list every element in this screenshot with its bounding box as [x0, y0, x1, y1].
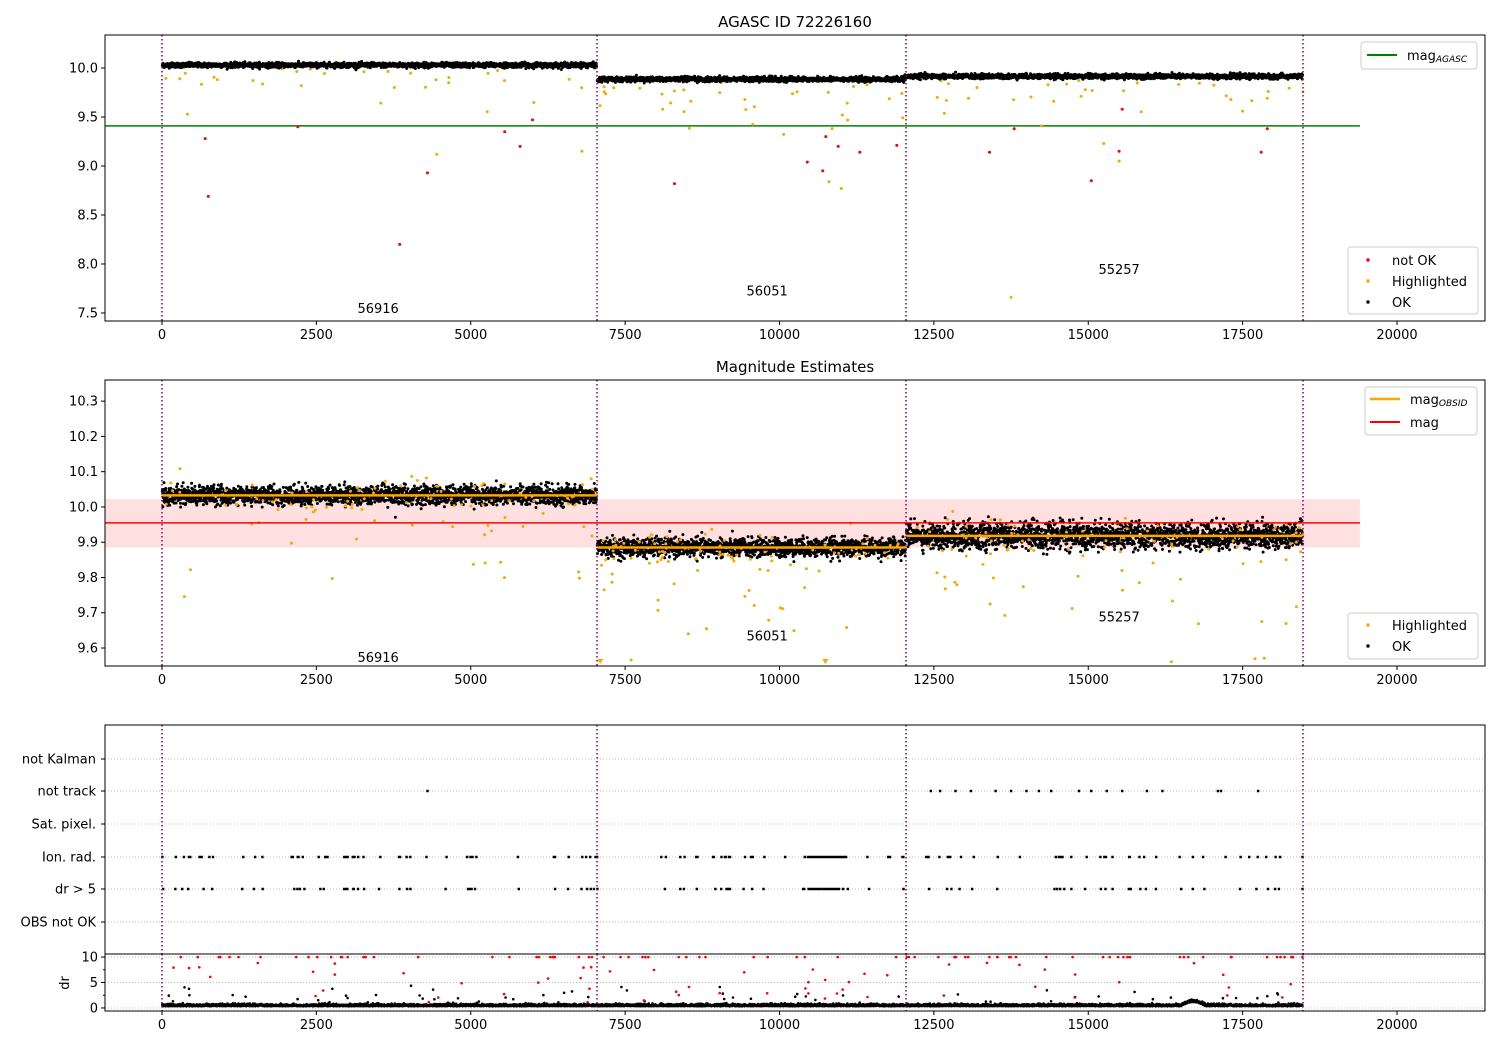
y-tick-label: 8.0 [77, 257, 98, 272]
panel-title-agasc: AGASC ID 72226160 [718, 13, 872, 31]
y-tick-label: 10.1 [69, 465, 98, 480]
y-tick-label: 8.5 [77, 208, 98, 223]
legend-marker [1366, 623, 1370, 627]
y-tick-label: 10.0 [69, 500, 98, 515]
legend-marker [1366, 300, 1370, 304]
not-ok-points [203, 107, 1269, 246]
x-tick-label: 12500 [913, 328, 954, 343]
x-tick-label: 7500 [609, 673, 642, 688]
legend-marker [1366, 279, 1370, 283]
panel-title-magnitude-estimates: Magnitude Estimates [716, 358, 874, 376]
axes-frame [104, 379, 1486, 667]
obsid-label: 56916 [357, 651, 398, 666]
x-tick-label: 15000 [1068, 328, 1109, 343]
obsid-label: 55257 [1098, 263, 1139, 278]
legend-label: OK [1392, 640, 1411, 655]
legend-box [1347, 612, 1479, 660]
category-label: Sat. pixel. [32, 818, 96, 833]
obsid-label: 55257 [1098, 610, 1139, 625]
x-tick-label: 7500 [609, 1018, 642, 1033]
dr-panel: dr 0 2500 5000 7500 10000 12500 15000 17500 2000… [58, 951, 1486, 1033]
category-label: not track [37, 785, 96, 800]
dr-axis-label: dr [58, 976, 73, 990]
legend-label: not OK [1392, 254, 1437, 269]
x-tick-label: 5000 [454, 328, 487, 343]
y-tick-label: 10.2 [69, 430, 98, 445]
x-tick-label: 0 [158, 1018, 166, 1033]
y-tick-label: 9.8 [77, 571, 98, 586]
axes-frame [104, 34, 1486, 322]
x-tick-label: 2500 [300, 673, 333, 688]
mag-legend-label: mag [1410, 416, 1439, 431]
legend-marker [1366, 644, 1370, 648]
x-tick-label: 7500 [609, 328, 642, 343]
legend-marker [1366, 258, 1370, 262]
x-tick-label: 10000 [759, 1018, 800, 1033]
x-tick-label: 12500 [913, 673, 954, 688]
legend-box [1360, 41, 1478, 70]
x-tick-label: 2500 [300, 1018, 333, 1033]
x-tick-label: 0 [158, 673, 166, 688]
obsid-label: 56051 [746, 630, 787, 645]
agasc-magnitude-panel: AGASC ID 72226160 56916 56051 55257 0 2500 50… [69, 13, 1486, 343]
x-tick-label: 20000 [1376, 1018, 1417, 1033]
ok-points [160, 479, 1305, 564]
y-tick-label: 9.6 [77, 642, 98, 657]
legend-label: Highlighted [1392, 275, 1467, 290]
y-tick-label: 9.5 [77, 111, 98, 126]
x-tick-label: 10000 [759, 673, 800, 688]
magnitude-estimates-panel: Magnitude Estimates 56916 56051 55257 0 2500… [69, 358, 1486, 688]
y-tick-label: 5 [90, 976, 98, 991]
y-tick-label: 10.3 [69, 395, 98, 410]
category-label: Ion. rad. [42, 851, 96, 866]
obsid-label: 56916 [357, 302, 398, 317]
x-tick-label: 20000 [1376, 328, 1417, 343]
legend-lines: magAGASC [1360, 41, 1478, 70]
legend-label: OK [1392, 296, 1411, 311]
x-tick-label: 5000 [454, 673, 487, 688]
legend-label: Highlighted [1392, 619, 1467, 634]
x-tick-label: 0 [158, 328, 166, 343]
y-tick-label: 10 [81, 951, 98, 966]
x-tick-label: 15000 [1068, 1018, 1109, 1033]
ok-points [160, 59, 1305, 85]
x-tick-label: 17500 [1222, 328, 1263, 343]
legend-points: not OK Highlighted OK [1347, 246, 1479, 315]
y-tick-label: 9.0 [77, 159, 98, 174]
legend-points: Highlighted OK [1347, 612, 1479, 660]
y-tick-label: 9.7 [77, 606, 98, 621]
dr-high-points [172, 955, 1304, 1004]
y-tick-label: 10.0 [69, 62, 98, 77]
dr-ok-points [161, 984, 1304, 1008]
category-label: not Kalman [22, 753, 96, 768]
obsid-label: 56051 [746, 284, 787, 299]
y-tick-label: 0 [90, 1001, 98, 1016]
x-tick-label: 10000 [759, 328, 800, 343]
not-track-markers [426, 789, 1260, 793]
category-label: dr > 5 [55, 883, 96, 898]
flags-panel: not Kalman not track Sat. pixel. Ion. rad. d… [21, 724, 1486, 955]
x-tick-label: 17500 [1222, 673, 1263, 688]
y-tick-label: 9.9 [77, 536, 98, 551]
legend-box [1347, 246, 1479, 315]
x-tick-label: 2500 [300, 328, 333, 343]
x-tick-label: 5000 [454, 1018, 487, 1033]
y-tick-label: 7.5 [77, 306, 98, 321]
x-tick-label: 12500 [913, 1018, 954, 1033]
ion-rad-markers [161, 855, 1304, 859]
x-tick-label: 17500 [1222, 1018, 1263, 1033]
x-tick-label: 20000 [1376, 673, 1417, 688]
category-label: OBS not OK [21, 916, 97, 931]
x-tick-label: 15000 [1068, 673, 1109, 688]
